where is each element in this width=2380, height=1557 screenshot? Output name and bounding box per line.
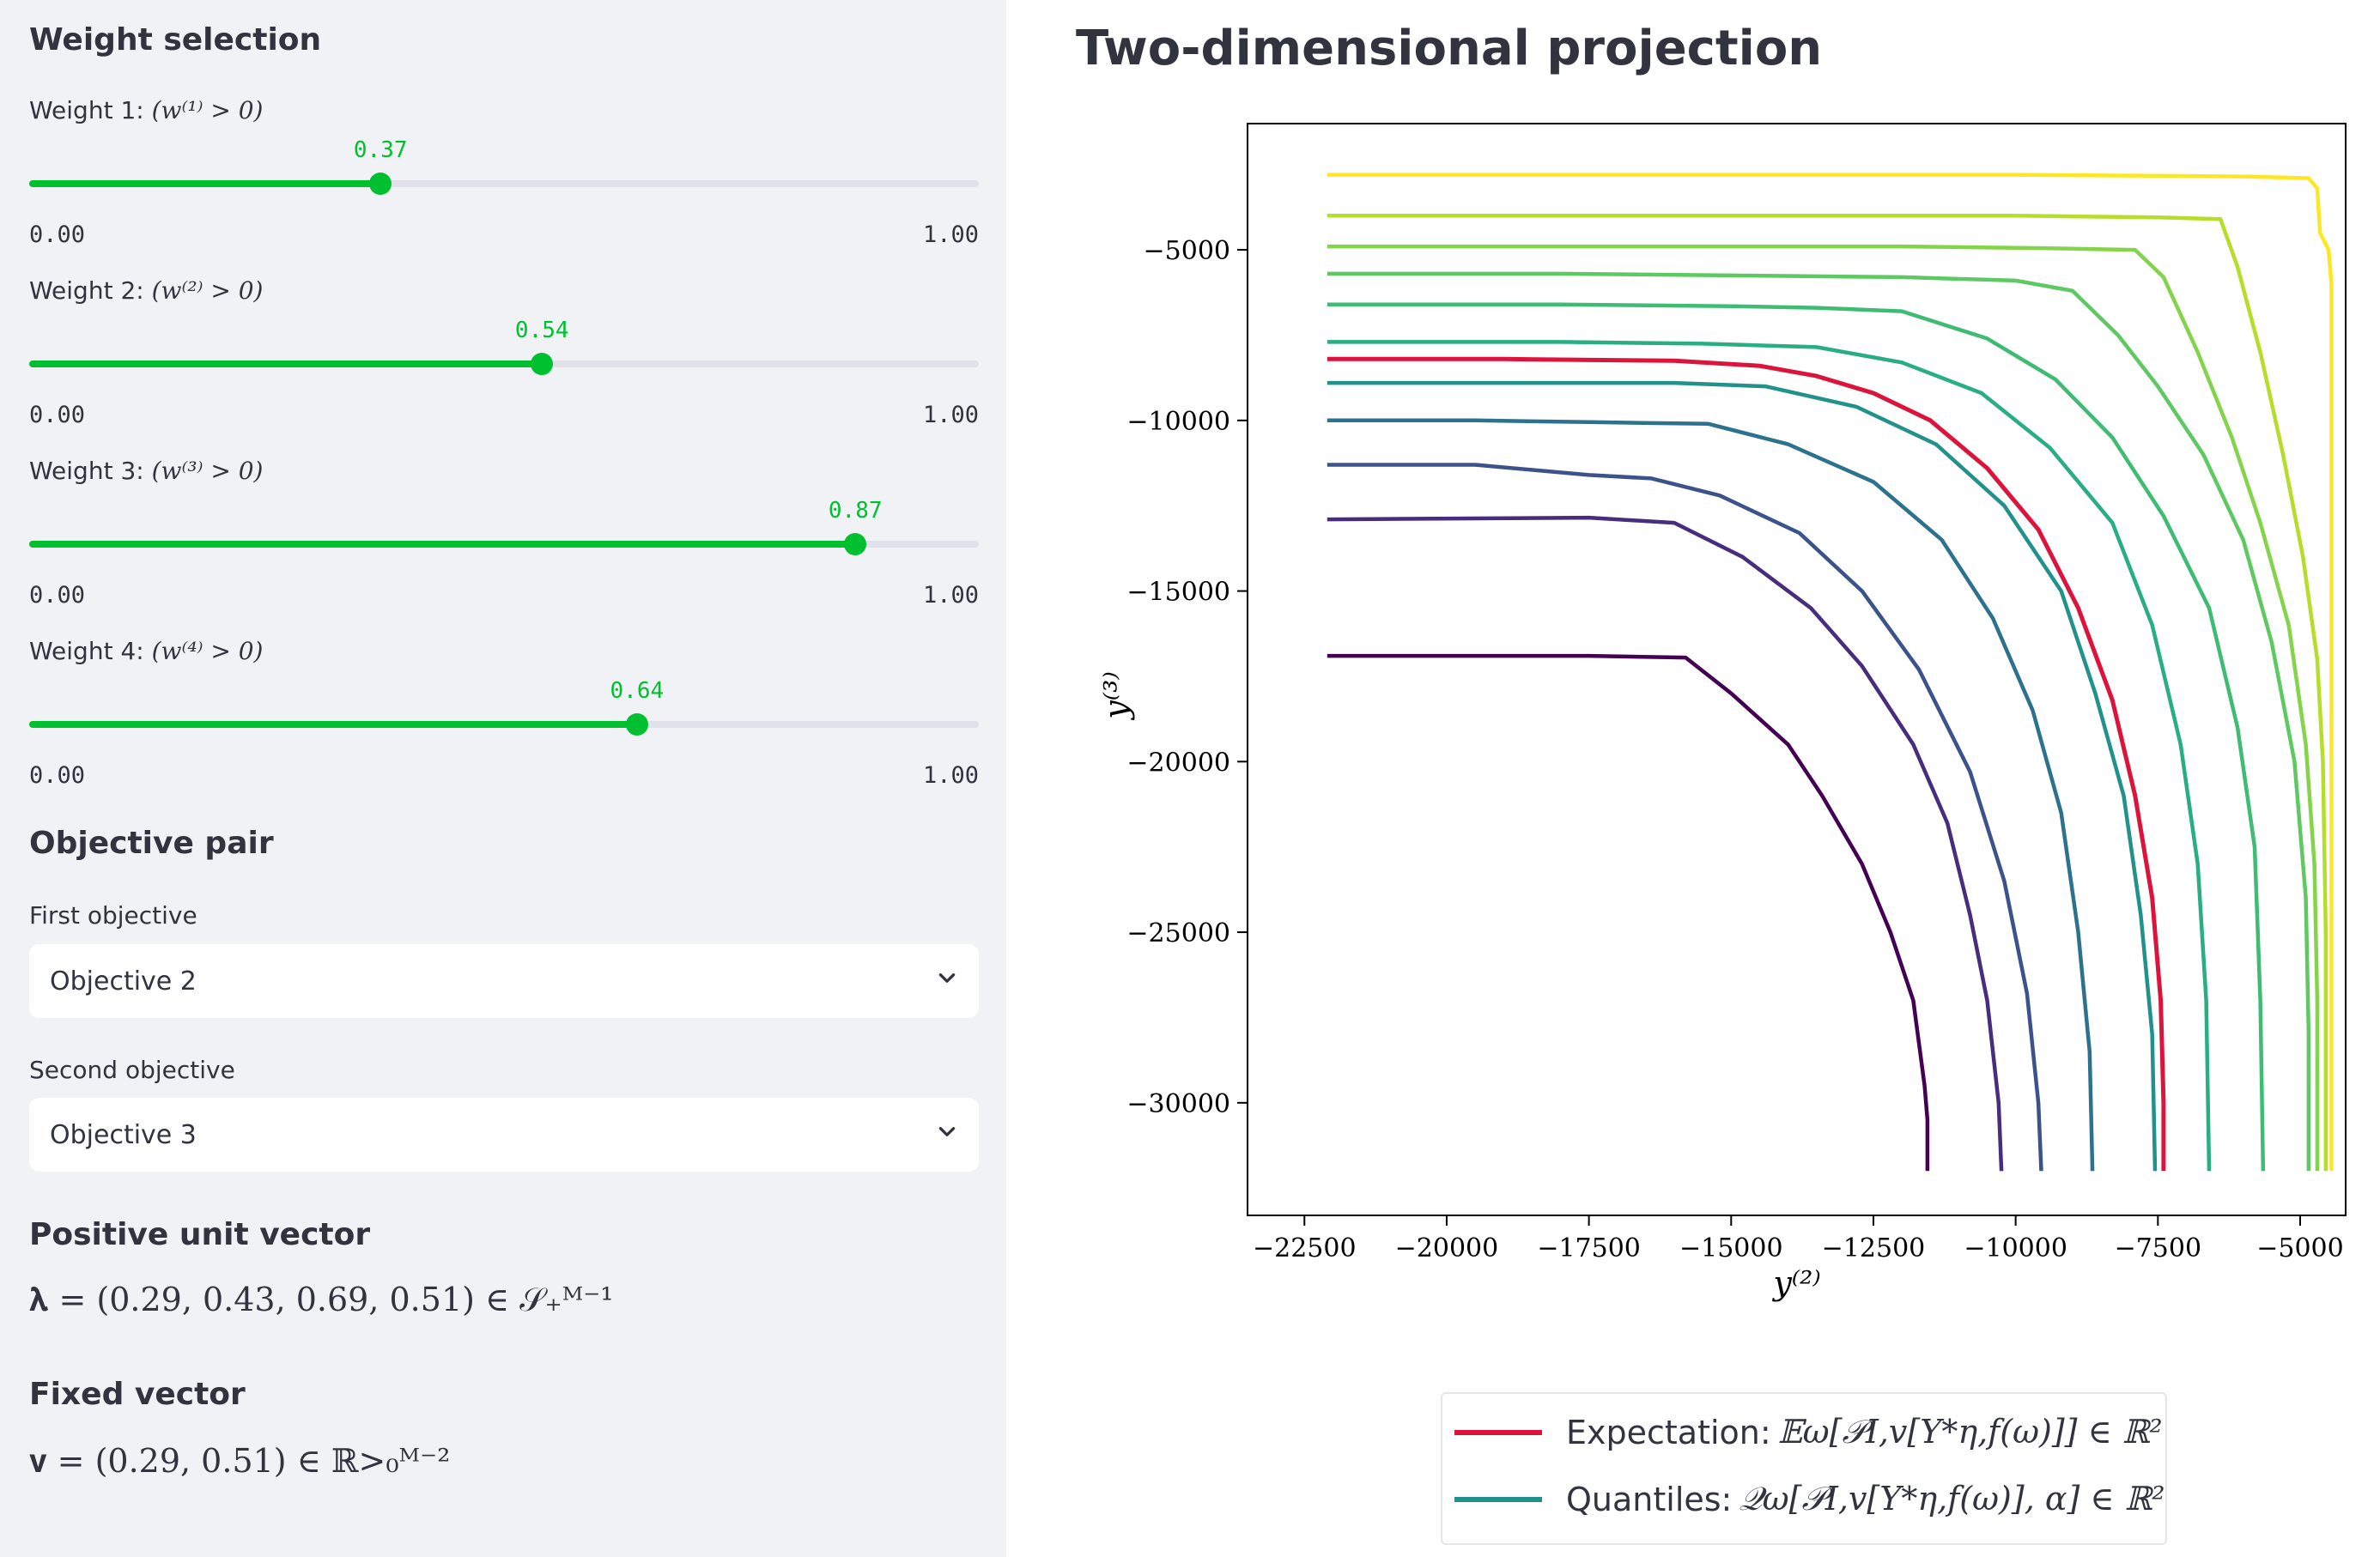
quantile-line xyxy=(1327,271,2311,1172)
second-objective-value: Objective 3 xyxy=(50,1119,197,1150)
chart-legend: Expectation: 𝔼ω[𝒫I,v[Y*η,f(ω)]] ∈ ℝ² Qua… xyxy=(1441,1392,2167,1545)
quantile-line xyxy=(1327,653,1930,1172)
weight-4-label-math: (w⁽⁴⁾ > 0) xyxy=(151,637,264,665)
weight-selection-title: Weight selection xyxy=(29,22,322,58)
y-tick-label: −10000 xyxy=(1126,407,1230,437)
slider-max: 1.00 xyxy=(922,221,979,248)
quantile-line xyxy=(1327,302,2266,1172)
plot-frame xyxy=(1247,123,2347,1216)
quantile-line xyxy=(1327,173,2334,1172)
quantile-line xyxy=(1327,380,2158,1172)
weight-3-label: Weight 3: (w⁽³⁾ > 0) xyxy=(29,457,263,485)
fixed-vector-formula: 𝐯 = (0.29, 0.51) ∈ ℝ>₀ᴹ⁻² xyxy=(29,1442,451,1480)
x-tick-label: −20000 xyxy=(1395,1233,1499,1263)
expectation-line xyxy=(1327,356,2166,1172)
slider-min: 0.00 xyxy=(29,221,86,248)
slider-min: 0.00 xyxy=(29,402,86,428)
y-axis-label: y⁽³⁾ xyxy=(1097,671,1135,720)
slider-value: 0.54 xyxy=(514,318,569,343)
legend-expectation: Expectation: 𝔼ω[𝒫I,v[Y*η,f(ω)]] ∈ ℝ² xyxy=(1454,1413,2163,1451)
y-tick-label: −30000 xyxy=(1126,1089,1230,1119)
weight-3-slider[interactable]: 0.87 0.00 1.00 xyxy=(29,498,979,611)
second-objective-select[interactable]: Objective 3 xyxy=(29,1098,979,1172)
weight-4-slider[interactable]: 0.64 0.00 1.00 xyxy=(29,678,979,791)
y-tick-label: −25000 xyxy=(1126,918,1230,948)
slider-fill xyxy=(29,360,543,367)
legend-quantiles: Quantiles: 𝒬ω[𝒫I,v[Y*η,f(ω)], α] ∈ ℝ² xyxy=(1454,1480,2164,1518)
slider-value: 0.64 xyxy=(610,678,665,704)
weight-3-label-text: Weight 3: xyxy=(29,457,144,485)
x-axis-label: y⁽²⁾ xyxy=(1771,1264,1820,1302)
slider-thumb[interactable] xyxy=(369,173,392,195)
first-objective-label: First objective xyxy=(29,901,197,930)
quantile-line xyxy=(1327,244,2320,1172)
slider-thumb[interactable] xyxy=(531,353,554,375)
y-tick-label: −20000 xyxy=(1126,748,1230,778)
slider-fill xyxy=(29,180,381,187)
unit-vector-title: Positive unit vector xyxy=(29,1217,371,1252)
page-title: Two-dimensional projection xyxy=(1076,21,1823,76)
y-tick-label: −5000 xyxy=(1144,236,1230,266)
legend-expectation-math: 𝔼ω[𝒫I,v[Y*η,f(ω)]] ∈ ℝ² xyxy=(1777,1413,2163,1451)
slider-max: 1.00 xyxy=(922,402,979,428)
sidebar: Weight selection Weight 1: (w⁽¹⁾ > 0) 0.… xyxy=(0,0,1006,1557)
weight-3-label-math: (w⁽³⁾ > 0) xyxy=(151,457,264,485)
chevron-down-icon xyxy=(936,1120,958,1150)
slider-fill xyxy=(29,721,637,728)
weight-1-slider[interactable]: 0.37 0.00 1.00 xyxy=(29,137,979,251)
x-tick-label: −15000 xyxy=(1679,1233,1783,1263)
legend-expectation-swatch xyxy=(1454,1429,1542,1435)
x-tick-label: −5000 xyxy=(2256,1233,2343,1263)
weight-2-label-text: Weight 2: xyxy=(29,276,144,305)
quantile-line xyxy=(1327,418,2095,1172)
weight-4-label: Weight 4: (w⁽⁴⁾ > 0) xyxy=(29,637,263,665)
x-tick-label: −7500 xyxy=(2115,1233,2201,1263)
x-tick-label: −17500 xyxy=(1537,1233,1641,1263)
legend-expectation-label: Expectation: xyxy=(1566,1413,1771,1451)
legend-quantiles-math: 𝒬ω[𝒫I,v[Y*η,f(ω)], α] ∈ ℝ² xyxy=(1739,1480,2165,1518)
x-tick-label: −10000 xyxy=(1964,1233,2067,1263)
second-objective-label: Second objective xyxy=(29,1056,235,1084)
fixed-vector-title: Fixed vector xyxy=(29,1377,246,1412)
y-tick-label: −15000 xyxy=(1126,578,1230,608)
first-objective-value: Objective 2 xyxy=(50,966,197,997)
x-tick-label: −22500 xyxy=(1253,1233,1357,1263)
weight-2-slider[interactable]: 0.54 0.00 1.00 xyxy=(29,318,979,431)
quantile-line xyxy=(1327,340,2212,1172)
slider-max: 1.00 xyxy=(922,582,979,609)
weight-4-label-text: Weight 4: xyxy=(29,637,144,665)
unit-vector-formula: 𝛌 = (0.29, 0.43, 0.69, 0.51) ∈ 𝒮₊ᴹ⁻¹ xyxy=(29,1281,614,1318)
quantile-line xyxy=(1327,214,2328,1172)
legend-quantiles-label: Quantiles: xyxy=(1566,1480,1733,1518)
slider-value: 0.37 xyxy=(353,137,408,163)
x-axis-ticks: −22500 −20000 −17500 −15000 −12500 −10000 −750… xyxy=(1253,1215,2344,1263)
weight-2-label: Weight 2: (w⁽²⁾ > 0) xyxy=(29,276,263,305)
slider-min: 0.00 xyxy=(29,582,86,609)
quantile-line xyxy=(1327,515,2004,1172)
chart-lines xyxy=(1327,173,2334,1172)
weight-1-label: Weight 1: (w⁽¹⁾ > 0) xyxy=(29,96,263,124)
legend-quantiles-swatch xyxy=(1454,1496,1542,1502)
weight-1-label-text: Weight 1: xyxy=(29,96,144,124)
quantile-line xyxy=(1327,463,2043,1172)
objective-pair-title: Objective pair xyxy=(29,826,274,861)
slider-thumb[interactable] xyxy=(625,713,648,736)
x-tick-label: −12500 xyxy=(1822,1233,1926,1263)
chevron-down-icon xyxy=(936,966,958,997)
slider-thumb[interactable] xyxy=(844,533,867,555)
weight-1-label-math: (w⁽¹⁾ > 0) xyxy=(151,96,264,124)
slider-fill xyxy=(29,541,856,548)
projection-chart: −22500 −20000 −17500 −15000 −12500 −10000 −750… xyxy=(1097,123,2347,1302)
first-objective-select[interactable]: Objective 2 xyxy=(29,944,979,1018)
y-axis-ticks: −5000 −10000 −15000 −20000 −25000 −30000 xyxy=(1126,236,1248,1119)
slider-min: 0.00 xyxy=(29,762,86,789)
slider-track[interactable] xyxy=(29,180,979,187)
slider-max: 1.00 xyxy=(922,762,979,789)
weight-2-label-math: (w⁽²⁾ > 0) xyxy=(151,276,264,305)
slider-value: 0.87 xyxy=(828,498,883,524)
